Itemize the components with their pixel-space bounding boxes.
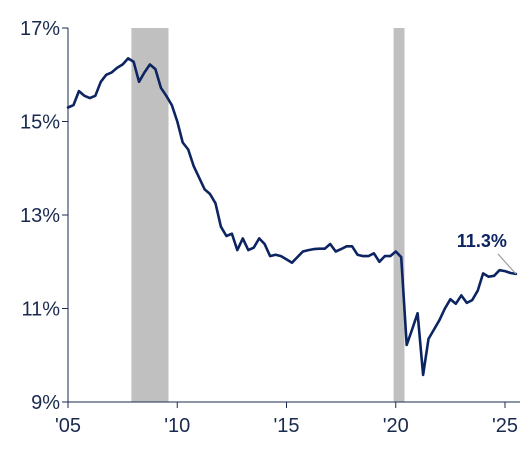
recession-shading (131, 28, 405, 402)
y-tick-label: 13% (20, 205, 60, 227)
series (66, 57, 518, 377)
x-tick-label: '05 (55, 415, 81, 437)
x-tick-label: '20 (383, 415, 409, 437)
annotation-label: 11.3% (457, 231, 507, 251)
y-tick-label: 9% (31, 392, 60, 414)
series-line-0 (66, 57, 518, 377)
y-tick-label: 11% (21, 299, 60, 321)
annotation-leader (497, 253, 517, 275)
y-tick-label: 15% (20, 112, 60, 134)
y-ticks: 17% 15% 13% 11% 9% (20, 18, 68, 414)
x-tick-label: '10 (164, 415, 190, 437)
annotation: 11.3% (457, 231, 517, 275)
x-ticks: '05 '10 '15 '20 '25 (55, 402, 518, 437)
x-tick-label: '15 (273, 415, 299, 437)
x-tick-label: '25 (492, 415, 518, 437)
recession-band-0 (131, 28, 169, 402)
y-tick-label: 17% (20, 18, 60, 40)
recession-band-1 (393, 28, 405, 402)
